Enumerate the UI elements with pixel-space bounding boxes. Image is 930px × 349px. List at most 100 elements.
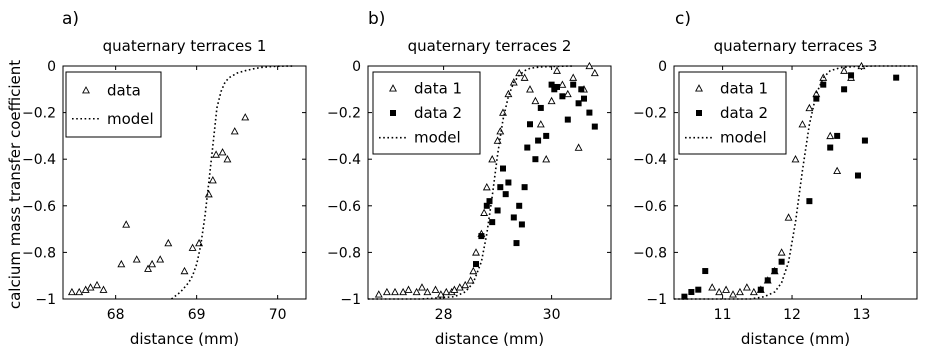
data-point <box>736 287 744 296</box>
data-point <box>848 72 855 79</box>
data-point <box>695 286 702 293</box>
series-data-1 <box>708 62 866 298</box>
data-point <box>391 287 399 296</box>
data-point <box>241 113 250 121</box>
data-point <box>554 83 560 90</box>
legend-label: data 2 <box>414 104 462 122</box>
data-point <box>518 221 525 228</box>
data-point <box>854 172 861 179</box>
data-point <box>404 285 413 293</box>
data-point <box>681 293 688 300</box>
legend-swatch <box>82 86 90 94</box>
data-point <box>212 150 221 158</box>
data-point <box>558 80 567 88</box>
legend-entry: model <box>72 110 154 128</box>
data-point <box>180 266 189 275</box>
x-tick-label: 70 <box>269 307 287 323</box>
legend-entry: data 1 <box>389 79 462 97</box>
y-axis-label: calcium mass transfer coefficient <box>6 60 24 309</box>
data-point <box>585 62 594 70</box>
data-point <box>520 73 529 81</box>
data-point <box>122 220 131 228</box>
data-point <box>586 109 593 116</box>
series-model <box>171 65 294 300</box>
data-point <box>230 127 239 135</box>
data-point <box>564 116 571 123</box>
data-point <box>563 89 572 98</box>
legend-swatch <box>695 84 703 92</box>
data-point <box>156 255 165 263</box>
data-point <box>578 86 585 93</box>
y-tick-label: −0.2 <box>327 106 361 122</box>
x-tick-label: 12 <box>783 307 801 323</box>
data-point <box>708 283 717 291</box>
data-point <box>99 285 108 293</box>
data-point <box>466 276 475 284</box>
data-point <box>500 165 506 172</box>
x-tick-label: 13 <box>853 307 871 323</box>
data-point <box>526 85 534 93</box>
panel-letter: c) <box>675 9 691 29</box>
data-point <box>581 95 587 102</box>
x-tick-label: 68 <box>107 307 125 323</box>
legend: data 1 data 2 model <box>678 71 787 155</box>
series-data-2 <box>473 81 598 268</box>
data-point <box>893 74 900 81</box>
y-tick-label: −0.8 <box>633 245 667 261</box>
legend-label: data 1 <box>720 79 768 97</box>
legend-label: data 2 <box>720 104 768 122</box>
chart-panel-2: b) quaternary terraces 2 0 −0.2 −0.4 −0.6 −0.8… <box>327 9 612 348</box>
data-point <box>510 214 517 221</box>
x-axis-label: distance (mm) <box>130 330 239 348</box>
data-point <box>496 127 505 135</box>
data-point <box>472 248 480 256</box>
y-tick-label: 0 <box>47 59 56 75</box>
data-point <box>764 277 771 284</box>
data-point <box>223 155 232 163</box>
data-point <box>218 148 227 156</box>
y-tick-label: −1 <box>35 292 56 308</box>
series-data <box>67 113 250 296</box>
data-point <box>543 132 550 139</box>
data-point <box>144 264 153 272</box>
chart-title: quaternary terraces 1 <box>103 37 267 55</box>
data-point <box>542 155 551 163</box>
data-point <box>450 285 459 293</box>
y-tick-label: −0.6 <box>327 199 361 215</box>
y-tick-label: −1 <box>340 292 361 308</box>
legend-entry: data 2 <box>390 104 462 122</box>
legend-label: data 1 <box>414 79 462 97</box>
data-point <box>590 68 599 77</box>
data-point <box>861 137 868 144</box>
data-point <box>480 208 489 216</box>
data-point <box>798 120 807 128</box>
legend-label: model <box>720 129 767 147</box>
data-point <box>482 183 491 191</box>
data-point <box>791 155 800 163</box>
data-point <box>478 233 485 240</box>
data-point <box>820 81 827 88</box>
data-point <box>67 287 76 296</box>
legend-entry: model <box>685 129 767 147</box>
data-point <box>469 266 478 275</box>
data-point <box>827 144 834 151</box>
y-tick-label: 0 <box>352 59 361 75</box>
data-point <box>164 238 173 247</box>
legend-entry: data <box>82 81 141 99</box>
data-point <box>547 96 556 105</box>
data-point <box>493 136 502 144</box>
data-point <box>833 166 842 175</box>
data-point <box>132 255 141 263</box>
data-point <box>148 259 157 268</box>
legend-swatch <box>696 110 702 116</box>
panel-letter: b) <box>368 9 385 29</box>
data-point <box>204 190 213 198</box>
data-point <box>702 268 709 275</box>
data-point <box>86 283 95 291</box>
data-point <box>535 137 542 144</box>
plot-frame <box>62 65 307 300</box>
data-point <box>813 95 820 102</box>
data-point <box>513 240 520 247</box>
data-point <box>569 73 578 81</box>
